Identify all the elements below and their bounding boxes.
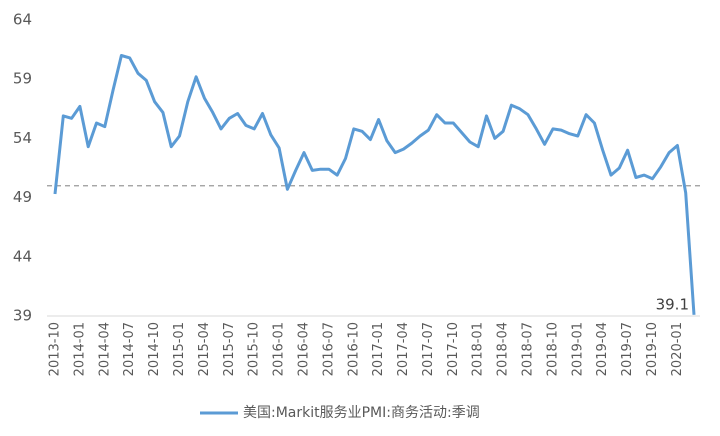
- y-tick-label: 54: [13, 129, 32, 147]
- y-tick-label: 44: [13, 247, 32, 265]
- x-tick-label: 2017-01: [371, 322, 386, 376]
- x-tick-label: 2014-01: [72, 322, 87, 376]
- x-tick-label: 2014-10: [147, 322, 162, 376]
- x-tick-label: 2016-04: [296, 322, 311, 376]
- x-tick-label: 2018-10: [545, 322, 560, 376]
- x-tick-label: 2019-07: [620, 322, 635, 376]
- x-tick-label: 2013-10: [48, 322, 63, 376]
- x-tick-label: 2015-01: [172, 322, 187, 376]
- x-tick-label: 2015-04: [197, 322, 212, 376]
- x-tick-label: 2016-07: [321, 322, 336, 376]
- x-tick-label: 2016-01: [272, 322, 287, 376]
- data-label: 39.1: [656, 295, 689, 313]
- x-tick-label: 2015-10: [247, 322, 262, 376]
- legend-label: 美国:Markit服务业PMI:商务活动:季调: [243, 405, 480, 421]
- x-tick-label: 2018-04: [496, 322, 511, 376]
- y-tick-label: 59: [13, 70, 32, 88]
- x-tick-label: 2017-07: [421, 322, 436, 376]
- y-tick-label: 64: [13, 11, 32, 29]
- x-tick-label: 2017-10: [446, 322, 461, 376]
- x-tick-label: 2014-07: [122, 322, 137, 376]
- line-series: [53, 54, 696, 315]
- x-tick-label: 2018-07: [521, 322, 536, 376]
- x-tick-label: 2018-01: [471, 322, 486, 376]
- x-tick-label: 2019-04: [595, 322, 610, 376]
- x-tick-label: 2019-01: [570, 322, 585, 376]
- x-tick-label: 2016-10: [346, 322, 361, 376]
- y-tick-label: 49: [13, 188, 32, 206]
- x-tick-label: 2017-04: [396, 322, 411, 376]
- x-tick-label: 2020-01: [670, 322, 685, 376]
- y-tick-label: 39: [13, 307, 32, 325]
- x-tick-label: 2014-04: [97, 322, 112, 376]
- x-tick-label: 2019-10: [645, 322, 660, 376]
- x-tick-label: 2015-07: [222, 322, 237, 376]
